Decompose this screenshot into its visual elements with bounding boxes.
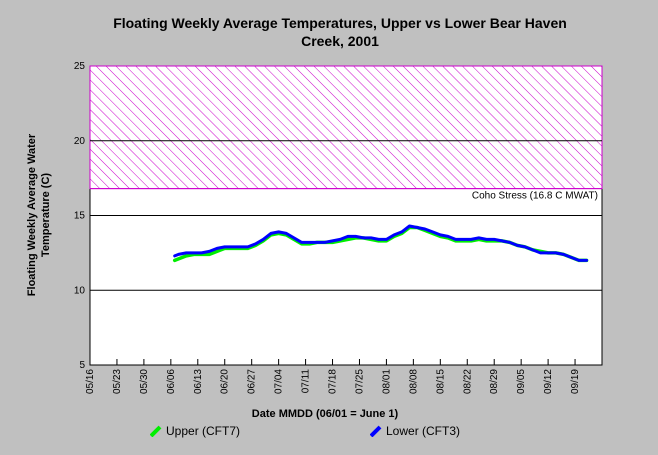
y-tick-label: 10 — [74, 285, 86, 296]
chart-title: Floating Weekly Average Temperatures, Up… — [60, 14, 620, 50]
legend-upper-swatch — [150, 425, 162, 437]
x-tick-label: 05/16 — [85, 369, 96, 394]
coho-stress-band — [89, 65, 603, 190]
x-tick-label: 06/27 — [247, 369, 258, 394]
y-tick-label: 25 — [74, 61, 86, 72]
series-line-lower — [173, 224, 589, 262]
legend-lower-label: Lower (CFT3) — [386, 424, 461, 438]
y-tick-label: 5 — [79, 360, 85, 371]
x-tick-label: 06/06 — [166, 369, 177, 394]
x-tick-label: 09/12 — [543, 369, 554, 394]
legend-upper: Upper (CFT7) — [150, 424, 240, 438]
x-tick-label: 07/25 — [354, 369, 365, 394]
x-tick-label: 06/20 — [220, 369, 231, 394]
x-axis-label: Date MMDD (06/01 = June 1) — [252, 408, 399, 420]
x-tick-label: 08/08 — [408, 369, 419, 394]
threshold-label: Coho Stress (16.8 C MWAT) — [472, 191, 598, 202]
x-tick-label: 07/18 — [328, 369, 339, 394]
x-tick-label: 08/29 — [489, 369, 500, 394]
chart-title-line-2: Creek, 2001 — [301, 33, 379, 49]
x-tick-label: 06/13 — [193, 369, 204, 394]
legend-lower: Lower (CFT3) — [370, 424, 460, 438]
legend-upper-label: Upper (CFT7) — [166, 424, 241, 438]
legend-lower-swatch — [370, 425, 382, 437]
x-tick-label: 05/30 — [139, 369, 150, 394]
x-tick-label: 08/22 — [462, 369, 473, 394]
chart-title-line-1: Floating Weekly Average Temperatures, Up… — [113, 15, 567, 31]
x-tick-label: 09/05 — [516, 369, 527, 394]
y-axis-label-line-1: Floating Weekly Average Water — [26, 133, 38, 296]
x-tick-label: 07/11 — [301, 369, 312, 394]
y-tick-label: 20 — [74, 136, 86, 147]
x-tick-label: 08/01 — [381, 369, 392, 394]
x-tick-label: 05/23 — [112, 369, 123, 394]
y-axis-label-line-2: Temperature (C) — [40, 173, 52, 257]
x-tick-label: 09/19 — [570, 369, 581, 394]
y-tick-label: 15 — [74, 211, 86, 222]
x-tick-label: 08/15 — [435, 369, 446, 394]
x-tick-label: 07/04 — [274, 369, 285, 394]
